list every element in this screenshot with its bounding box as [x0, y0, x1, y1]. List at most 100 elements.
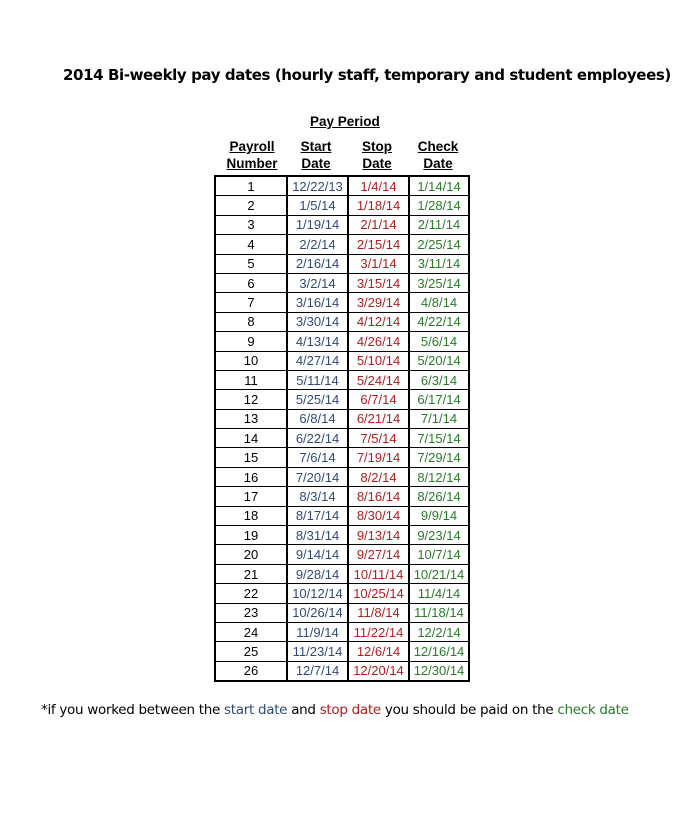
start-date-cell: 3/30/14	[287, 312, 349, 333]
check-date-cell: 7/29/14	[409, 447, 470, 468]
stop-date-cell: 4/26/14	[348, 331, 410, 352]
table-row: 19 8/31/14 9/13/14 9/23/14	[215, 525, 470, 546]
start-date-cell: 5/11/14	[287, 370, 349, 391]
header-start-date: Start Date	[288, 138, 344, 172]
stop-date-cell: 7/5/14	[348, 428, 410, 449]
header-line: Payroll	[229, 139, 275, 154]
start-date-cell: 8/17/14	[287, 506, 349, 527]
check-date-cell: 11/18/14	[409, 603, 470, 623]
start-date-cell: 10/12/14	[287, 583, 349, 604]
check-date-cell: 1/28/14	[409, 195, 470, 216]
start-date-cell: 1/5/14	[287, 195, 349, 216]
stop-date-cell: 2/15/14	[348, 234, 410, 255]
table-row: 2 1/5/14 1/18/14 1/28/14	[215, 195, 470, 216]
stop-date-cell: 7/19/14	[348, 447, 410, 468]
payroll-number-cell: 22	[215, 583, 288, 604]
table-row: 3 1/19/14 2/1/14 2/11/14	[215, 215, 470, 236]
payroll-number-cell: 15	[215, 447, 288, 468]
table-row: 20 9/14/14 9/27/14 10/7/14	[215, 544, 470, 565]
payroll-number-cell: 3	[215, 215, 288, 236]
stop-date-cell: 3/29/14	[348, 292, 410, 313]
table-row: 16 7/20/14 8/2/14 8/12/14	[215, 467, 470, 488]
payroll-number-cell: 20	[215, 544, 288, 565]
table-row: 12 5/25/14 6/7/14 6/17/14	[215, 389, 470, 410]
start-date-cell: 10/26/14	[287, 603, 349, 623]
payroll-number-cell: 4	[215, 234, 288, 255]
start-date-cell: 8/31/14	[287, 525, 349, 546]
payroll-number-cell: 16	[215, 467, 288, 488]
payroll-number-cell: 26	[215, 661, 288, 682]
stop-date-cell: 6/21/14	[348, 409, 410, 430]
footnote-text: *if you worked between the	[41, 702, 225, 718]
payroll-number-cell: 21	[215, 564, 288, 585]
stop-date-cell: 9/13/14	[348, 525, 410, 546]
check-date-cell: 1/14/14	[409, 176, 470, 197]
stop-date-cell: 8/30/14	[348, 506, 410, 527]
stop-date-cell: 12/20/14	[348, 661, 410, 682]
stop-date-cell: 11/8/14	[348, 603, 410, 623]
payroll-number-cell: 5	[215, 254, 288, 274]
footnote-stop: stop date	[319, 702, 382, 718]
payroll-number-cell: 2	[215, 195, 288, 216]
table-row: 24 11/9/14 11/22/14 12/2/14	[215, 622, 470, 643]
start-date-cell: 5/25/14	[287, 389, 349, 410]
table-row: 1 12/22/13 1/4/14 1/14/14	[215, 176, 470, 197]
check-date-cell: 8/12/14	[409, 467, 470, 488]
start-date-cell: 12/7/14	[287, 661, 349, 682]
header-line: Date	[301, 156, 331, 171]
payroll-number-cell: 14	[215, 428, 288, 449]
table-row: 15 7/6/14 7/19/14 7/29/14	[215, 447, 470, 468]
stop-date-cell: 10/11/14	[348, 564, 410, 585]
check-date-cell: 5/6/14	[409, 331, 470, 352]
stop-date-cell: 6/7/14	[348, 389, 410, 410]
payroll-number-cell: 18	[215, 506, 288, 527]
stop-date-cell: 1/4/14	[348, 176, 410, 197]
payroll-number-cell: 7	[215, 292, 288, 313]
table-row: 5 2/16/14 3/1/14 3/11/14	[215, 254, 470, 274]
start-date-cell: 7/20/14	[287, 467, 349, 488]
header-line: Date	[362, 156, 392, 171]
check-date-cell: 2/25/14	[409, 234, 470, 255]
header-stop-date: Stop Date	[349, 138, 405, 172]
footnote-text: you should be paid on the	[380, 702, 558, 718]
payroll-number-cell: 10	[215, 351, 288, 371]
payroll-number-cell: 8	[215, 312, 288, 333]
table-row: 13 6/8/14 6/21/14 7/1/14	[215, 409, 470, 430]
header-line: Date	[423, 156, 453, 171]
stop-date-cell: 5/10/14	[348, 351, 410, 371]
stop-date-cell: 9/27/14	[348, 544, 410, 565]
payroll-number-cell: 24	[215, 622, 288, 643]
table-row: 10 4/27/14 5/10/14 5/20/14	[215, 351, 470, 371]
check-date-cell: 6/17/14	[409, 389, 470, 410]
table-row: 11 5/11/14 5/24/14 6/3/14	[215, 370, 470, 391]
payroll-number-cell: 25	[215, 641, 288, 662]
stop-date-cell: 5/24/14	[348, 370, 410, 391]
start-date-cell: 3/2/14	[287, 273, 349, 294]
check-date-cell: 12/30/14	[409, 661, 470, 682]
check-date-cell: 12/2/14	[409, 622, 470, 643]
stop-date-cell: 1/18/14	[348, 195, 410, 216]
footnote-text: and	[287, 702, 320, 718]
check-date-cell: 3/11/14	[409, 254, 470, 274]
check-date-cell: 11/4/14	[409, 583, 470, 604]
start-date-cell: 6/8/14	[287, 409, 349, 430]
pay-dates-table: 1 12/22/13 1/4/14 1/14/14 2 1/5/14 1/18/14 1/28…	[214, 175, 470, 683]
check-date-cell: 12/16/14	[409, 641, 470, 662]
start-date-cell: 7/6/14	[287, 447, 349, 468]
start-date-cell: 3/16/14	[287, 292, 349, 313]
start-date-cell: 9/14/14	[287, 544, 349, 565]
check-date-cell: 4/22/14	[409, 312, 470, 333]
start-date-cell: 4/27/14	[287, 351, 349, 371]
check-date-cell: 5/20/14	[409, 351, 470, 371]
check-date-cell: 10/7/14	[409, 544, 470, 565]
payroll-number-cell: 1	[215, 176, 288, 197]
table-row: 23 10/26/14 11/8/14 11/18/14	[215, 603, 470, 623]
table-row: 25 11/23/14 12/6/14 12/16/14	[215, 641, 470, 662]
start-date-cell: 2/2/14	[287, 234, 349, 255]
table-row: 17 8/3/14 8/16/14 8/26/14	[215, 486, 470, 507]
table-row: 9 4/13/14 4/26/14 5/6/14	[215, 331, 470, 352]
stop-date-cell: 12/6/14	[348, 641, 410, 662]
page-title: 2014 Bi-weekly pay dates (hourly staff, …	[63, 66, 671, 84]
check-date-cell: 8/26/14	[409, 486, 470, 507]
stop-date-cell: 2/1/14	[348, 215, 410, 236]
